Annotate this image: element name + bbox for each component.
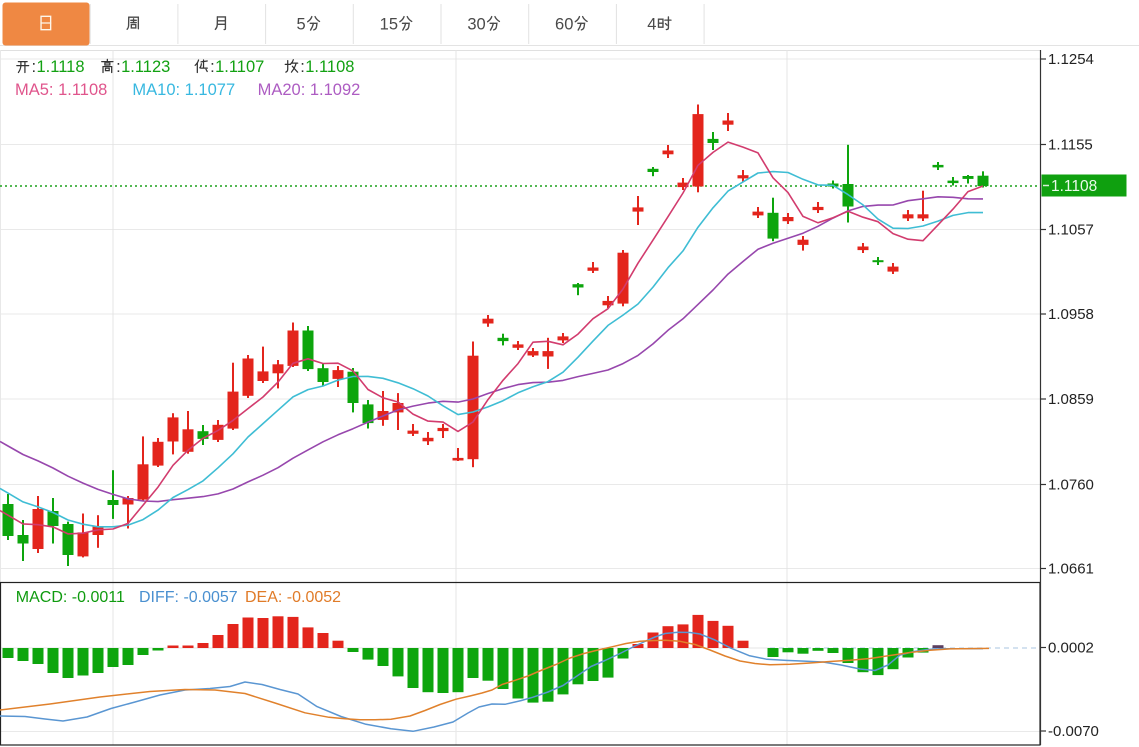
svg-text:MA20: 1.1092: MA20: 1.1092 bbox=[258, 81, 361, 99]
svg-text:5: 5 bbox=[296, 16, 305, 34]
svg-text:1.0760: 1.0760 bbox=[1048, 477, 1094, 494]
svg-text:1.1108: 1.1108 bbox=[305, 58, 354, 76]
svg-text:MA10: 1.1077: MA10: 1.1077 bbox=[132, 81, 235, 99]
svg-text:4: 4 bbox=[647, 16, 656, 34]
svg-text:DEA: -0.0052: DEA: -0.0052 bbox=[245, 589, 341, 606]
svg-text:1.0958: 1.0958 bbox=[1048, 306, 1094, 323]
svg-text:0.0002: 0.0002 bbox=[1048, 640, 1094, 657]
svg-text:1.1254: 1.1254 bbox=[1048, 51, 1094, 68]
svg-text::: : bbox=[210, 58, 215, 76]
svg-text:60: 60 bbox=[555, 16, 573, 34]
svg-text:DIFF: -0.0057: DIFF: -0.0057 bbox=[139, 589, 238, 606]
svg-text::: : bbox=[32, 58, 37, 76]
svg-text:1.1155: 1.1155 bbox=[1048, 137, 1093, 154]
svg-text:1.0859: 1.0859 bbox=[1048, 391, 1094, 408]
svg-text::: : bbox=[116, 58, 121, 76]
svg-text:30: 30 bbox=[467, 16, 485, 34]
svg-text::: : bbox=[300, 58, 305, 76]
svg-text:15: 15 bbox=[380, 16, 398, 34]
svg-text:MACD: -0.0011: MACD: -0.0011 bbox=[16, 589, 125, 606]
svg-text:1.1123: 1.1123 bbox=[121, 58, 170, 76]
svg-text:1.1057: 1.1057 bbox=[1048, 222, 1094, 239]
svg-text:-0.0070: -0.0070 bbox=[1048, 723, 1099, 740]
svg-text:1.0661: 1.0661 bbox=[1048, 561, 1094, 578]
svg-text:1.1118: 1.1118 bbox=[37, 58, 85, 76]
svg-text:1.1107: 1.1107 bbox=[215, 58, 264, 76]
svg-text:MA5: 1.1108: MA5: 1.1108 bbox=[15, 81, 107, 99]
svg-text:1.1108: 1.1108 bbox=[1051, 178, 1097, 195]
